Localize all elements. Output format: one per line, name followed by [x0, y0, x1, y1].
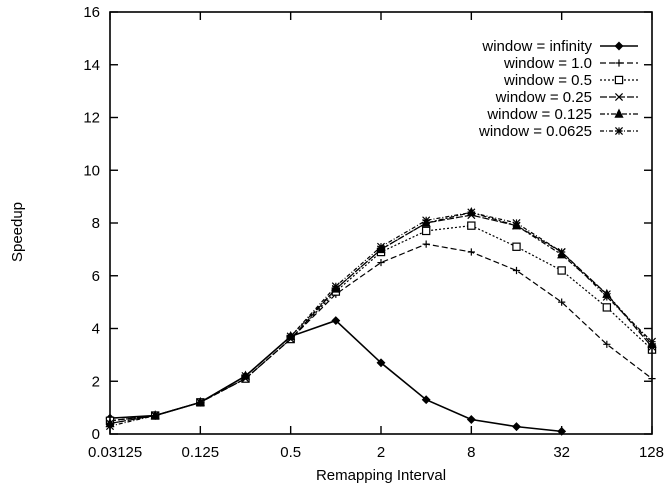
legend-entry: window = 0.5 [503, 72, 638, 89]
legend-entry: window = 1.0 [503, 55, 638, 72]
legend-label: window = 0.5 [503, 72, 592, 89]
data-point [467, 248, 475, 256]
data-point [196, 398, 205, 407]
data-point [421, 395, 431, 405]
plot-layer [105, 207, 657, 436]
x-tick-label: 128 [639, 444, 664, 461]
data-point [602, 292, 611, 301]
data-point [376, 242, 386, 251]
legend-label: window = infinity [481, 38, 592, 55]
data-point [558, 298, 566, 306]
legend-entry: window = 0.0625 [478, 123, 638, 140]
legend-swatch-marker [614, 108, 624, 118]
data-point [557, 266, 566, 275]
legend-swatch-marker [614, 75, 624, 85]
legend-swatch-marker [614, 126, 624, 136]
legend-label: window = 0.25 [495, 89, 592, 106]
y-axis-title: Speedup [9, 202, 26, 262]
legend-swatch-marker [615, 59, 623, 67]
series-2 [106, 240, 656, 425]
x-tick-label: 8 [467, 444, 475, 461]
y-tick-label: 10 [83, 162, 100, 179]
series-6 [105, 208, 657, 431]
x-axis-title: Remapping Interval [316, 467, 446, 484]
data-point [512, 266, 521, 275]
data-point [422, 216, 431, 225]
data-point [512, 422, 521, 432]
series-1 [105, 316, 567, 436]
data-point [512, 242, 521, 251]
series-line [109, 243, 653, 422]
legend-entry: window = 0.125 [486, 106, 638, 123]
data-point [331, 316, 341, 326]
x-tick-label: 0.03125 [88, 444, 142, 461]
y-tick-label: 12 [83, 110, 100, 127]
legend-entry: window = infinity [481, 38, 638, 55]
data-point [286, 332, 295, 341]
data-point [467, 221, 476, 230]
y-tick-label: 6 [92, 268, 100, 285]
data-point [512, 218, 521, 228]
data-point [241, 371, 250, 380]
y-tick-label: 16 [83, 4, 100, 21]
data-point [603, 340, 611, 348]
data-point [602, 303, 612, 312]
series-5 [105, 207, 657, 428]
x-tick-label: 2 [377, 444, 385, 461]
y-tick-label: 14 [83, 57, 100, 74]
y-tick-label: 0 [92, 426, 100, 443]
y-tick-label: 8 [92, 215, 100, 232]
axis-ticks: 0 2 4 6 8 10 12 14 16 0.03125 0.125 0.5 2 8 32 128 [83, 4, 664, 461]
x-tick-label: 32 [553, 444, 570, 461]
y-tick-label: 2 [92, 373, 100, 390]
data-point [466, 415, 476, 424]
legend-swatch-marker [614, 92, 624, 102]
legend-label: window = 1.0 [503, 55, 592, 72]
y-tick-label: 4 [92, 321, 100, 338]
data-point [467, 208, 476, 217]
data-point [421, 226, 431, 236]
data-point [377, 258, 385, 267]
legend-label: window = 0.125 [486, 106, 592, 123]
legend-label: window = 0.0625 [478, 123, 592, 140]
x-tick-label: 0.125 [182, 444, 220, 461]
data-point [376, 358, 386, 368]
x-tick-label: 0.5 [280, 444, 301, 461]
series-line [109, 319, 562, 433]
legend-swatch-marker [614, 41, 624, 51]
data-point [422, 240, 430, 248]
legend-entry: window = 0.25 [495, 89, 638, 106]
data-point [151, 411, 160, 420]
data-point [557, 247, 566, 257]
data-point [331, 282, 340, 291]
